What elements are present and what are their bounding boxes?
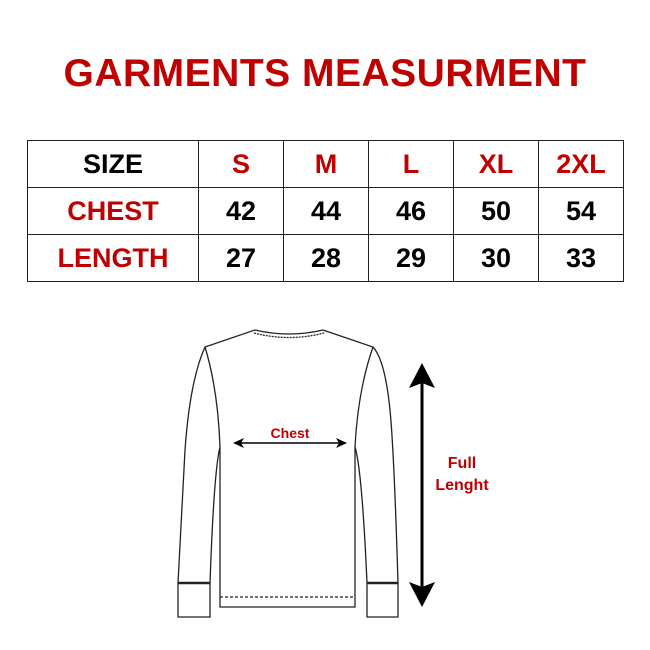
- cell: 46: [368, 187, 454, 235]
- cell: 44: [283, 187, 369, 235]
- header-2xl: 2XL: [538, 140, 624, 188]
- length-arrow-icon: [409, 363, 435, 607]
- shirt-outline: [177, 329, 399, 618]
- row-label: CHEST: [27, 187, 199, 235]
- table-row-header: SIZE S M L XL 2XL: [27, 140, 624, 188]
- row-label: LENGTH: [27, 234, 199, 282]
- cell: 54: [538, 187, 624, 235]
- length-label-line1: Full: [448, 455, 476, 472]
- cell: 33: [538, 234, 624, 282]
- cell: 42: [198, 187, 284, 235]
- size-chart-table: SIZE S M L XL 2XL CHEST 42 44 46 50 54 L…: [27, 140, 624, 282]
- header-m: M: [283, 140, 369, 188]
- chest-label: Chest: [271, 425, 310, 441]
- cell: 50: [453, 187, 539, 235]
- table-row-chest: CHEST 42 44 46 50 54: [27, 187, 624, 235]
- header-size: SIZE: [27, 140, 199, 188]
- cell: 28: [283, 234, 369, 282]
- table-row-length: LENGTH 27 28 29 30 33: [27, 234, 624, 282]
- page-title: GARMENTS MEASURMENT: [63, 52, 587, 95]
- cell: 30: [453, 234, 539, 282]
- chest-arrow-icon: [233, 438, 347, 448]
- length-label-line2: Lenght: [435, 477, 489, 494]
